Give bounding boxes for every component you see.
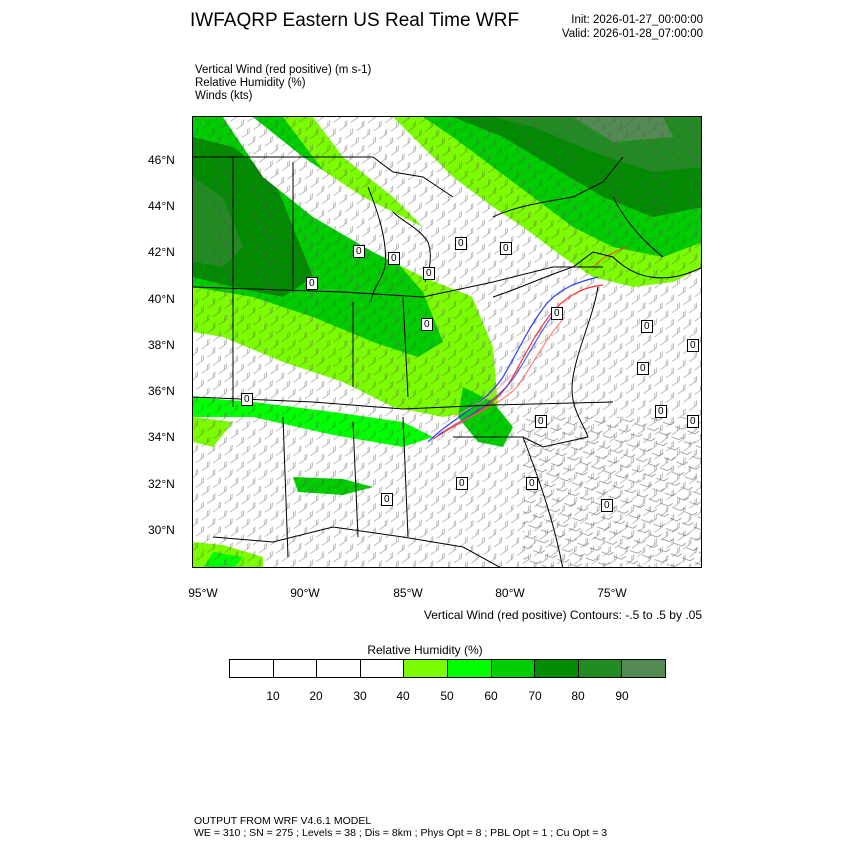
lat-tick-label: 42°N — [148, 245, 175, 259]
colorbar-label: 40 — [396, 689, 410, 703]
contour-label: 0 — [526, 477, 538, 490]
lat-tick-label: 32°N — [148, 477, 175, 491]
colorbar-swatch — [273, 660, 318, 677]
contour-label: 0 — [601, 499, 613, 512]
colorbar-swatch — [230, 660, 274, 677]
init-time: Init: 2026-01-27_00:00:00 — [571, 14, 703, 26]
lat-tick-label: 40°N — [148, 292, 175, 306]
field-label-vertical-wind: Vertical Wind (red positive) (m s-1) — [195, 64, 372, 76]
colorbar — [229, 659, 666, 678]
colorbar-label: 60 — [484, 689, 498, 703]
lon-tick-label: 80°W — [495, 586, 525, 600]
field-label-relative-humidity: Relative Humidity (%) — [195, 77, 306, 89]
colorbar-swatch — [360, 660, 405, 677]
colorbar-swatch — [491, 660, 536, 677]
colorbar-swatch — [535, 660, 579, 677]
lat-tick-label: 38°N — [148, 338, 175, 352]
colorbar-title: Relative Humidity (%) — [367, 643, 483, 657]
lon-tick-label: 90°W — [290, 586, 320, 600]
lat-tick-label: 30°N — [148, 523, 175, 537]
time-info: Init: 2026-01-27_00:00:00 Valid: 2026-01… — [560, 13, 703, 41]
contour-label: 0 — [381, 493, 393, 506]
political-boundaries — [193, 156, 701, 567]
contour-label: 0 — [551, 307, 563, 320]
lon-tick-label: 85°W — [393, 586, 423, 600]
field-label-winds: Winds (kts) — [195, 90, 253, 102]
contour-info: Vertical Wind (red positive) Contours: -… — [423, 608, 702, 622]
contour-label: 0 — [353, 245, 365, 258]
contour-label: 0 — [388, 252, 400, 265]
map-canvas — [193, 117, 701, 567]
model-version: OUTPUT FROM WRF V4.6.1 MODEL — [194, 815, 372, 827]
contour-label: 0 — [306, 277, 318, 290]
colorbar-label: 10 — [266, 689, 280, 703]
chart-title: IWFAQRP Eastern US Real Time WRF — [190, 10, 520, 31]
contour-label: 0 — [500, 242, 512, 255]
lat-tick-label: 34°N — [148, 430, 175, 444]
contour-label: 0 — [455, 237, 467, 250]
colorbar-label: 50 — [440, 689, 454, 703]
colorbar-label: 80 — [571, 689, 585, 703]
colorbar-label: 70 — [528, 689, 542, 703]
colorbar-swatch — [622, 660, 665, 677]
contour-label: 0 — [637, 362, 649, 375]
contour-label: 0 — [655, 405, 667, 418]
lat-tick-label: 44°N — [148, 199, 175, 213]
lat-tick-label: 36°N — [148, 384, 175, 398]
colorbar-swatch — [578, 660, 623, 677]
lon-tick-label: 75°W — [597, 586, 627, 600]
model-info-footer: OUTPUT FROM WRF V4.6.1 MODEL WE = 310 ; … — [194, 815, 607, 839]
colorbar-swatch — [447, 660, 492, 677]
vertical-wind-contours — [427, 246, 629, 443]
colorbar-label: 20 — [309, 689, 323, 703]
colorbar-swatch — [317, 660, 361, 677]
contour-label: 0 — [641, 320, 653, 333]
wind-barbs-southeast — [523, 417, 701, 567]
colorbar-label: 30 — [353, 689, 367, 703]
contour-label: 0 — [421, 318, 433, 331]
colorbar-label: 90 — [615, 689, 629, 703]
valid-time: Valid: 2026-01-28_07:00:00 — [561, 28, 703, 40]
lat-tick-label: 46°N — [148, 153, 175, 167]
map-panel: 0 0 0 0 0 0 0 0 0 0 0 0 0 0 0 0 0 0 0 — [192, 116, 702, 568]
contour-label: 0 — [535, 415, 547, 428]
colorbar-swatch — [404, 660, 448, 677]
lon-tick-label: 95°W — [188, 586, 218, 600]
contour-label: 0 — [241, 393, 253, 406]
contour-label: 0 — [423, 267, 435, 280]
contour-label: 0 — [687, 339, 699, 352]
contour-label: 0 — [456, 477, 468, 490]
model-config: WE = 310 ; SN = 275 ; Levels = 38 ; Dis … — [194, 827, 608, 839]
contour-label: 0 — [687, 415, 699, 428]
